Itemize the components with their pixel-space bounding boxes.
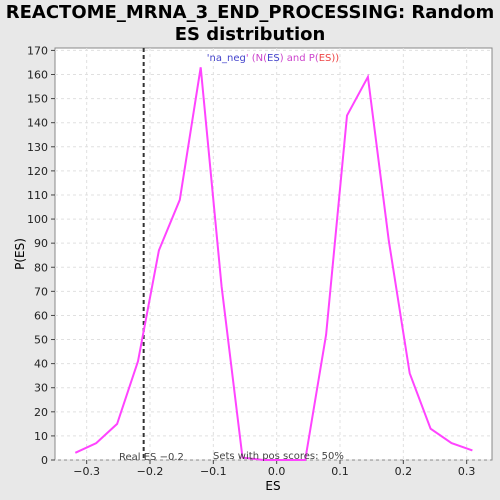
- y-tick-label: 50: [34, 334, 48, 347]
- x-tick-label: 0.3: [458, 465, 476, 478]
- y-tick-label: 170: [27, 44, 48, 57]
- y-tick-label: 0: [41, 454, 48, 467]
- x-tick-label: −0.2: [137, 465, 164, 478]
- y-tick-label: 120: [27, 165, 48, 178]
- x-tick-label: 0.0: [268, 465, 286, 478]
- x-tick-label: 0.1: [331, 465, 349, 478]
- y-tick-label: 40: [34, 358, 48, 371]
- y-tick-label: 10: [34, 430, 48, 443]
- legend: 'na_neg' (N(ES) and P(ES)): [207, 53, 340, 64]
- legend-part: ' (N(: [246, 53, 267, 64]
- legend-part: )): [331, 53, 339, 64]
- grid: [55, 48, 492, 461]
- pos-scores-annotation: Sets with pos scores: 50%: [213, 451, 344, 462]
- y-tick-label: 100: [27, 213, 48, 226]
- y-axis-title: P(ES): [13, 238, 27, 270]
- y-tick-label: 60: [34, 309, 48, 322]
- y-tick-label: 130: [27, 141, 48, 154]
- y-tick-label: 80: [34, 261, 48, 274]
- y-tick-label: 30: [34, 382, 48, 395]
- real-es-label: Real ES −0.2: [119, 452, 184, 463]
- y-tick-label: 70: [34, 285, 48, 298]
- x-tick-label: −0.1: [200, 465, 227, 478]
- x-tick-label: 0.2: [395, 465, 413, 478]
- y-tick-label: 150: [27, 93, 48, 106]
- legend-part: ) and P(: [280, 53, 319, 64]
- plot-area: [54, 47, 493, 461]
- legend-part: 'na_neg: [207, 53, 246, 64]
- y-tick-label: 110: [27, 189, 48, 202]
- legend-part: ES: [267, 53, 280, 64]
- chart-title: REACTOME_MRNA_3_END_PROCESSING: Random E…: [5, 2, 495, 45]
- y-axis: 0 10 20 30 40 50 60 70 80 90 100 110 120 130 140 150 160…: [27, 44, 55, 467]
- x-axis: −0.3 −0.2 −0.1 0.0 0.1 0.2 0.3: [73, 460, 475, 478]
- series-line: [74, 67, 473, 461]
- y-tick-label: 160: [27, 69, 48, 82]
- y-tick-label: 20: [34, 406, 48, 419]
- y-tick-label: 140: [27, 117, 48, 130]
- y-tick-label: 90: [34, 237, 48, 250]
- x-axis-title: ES: [265, 479, 280, 493]
- x-tick-label: −0.3: [73, 465, 100, 478]
- legend-part: ES: [319, 53, 332, 64]
